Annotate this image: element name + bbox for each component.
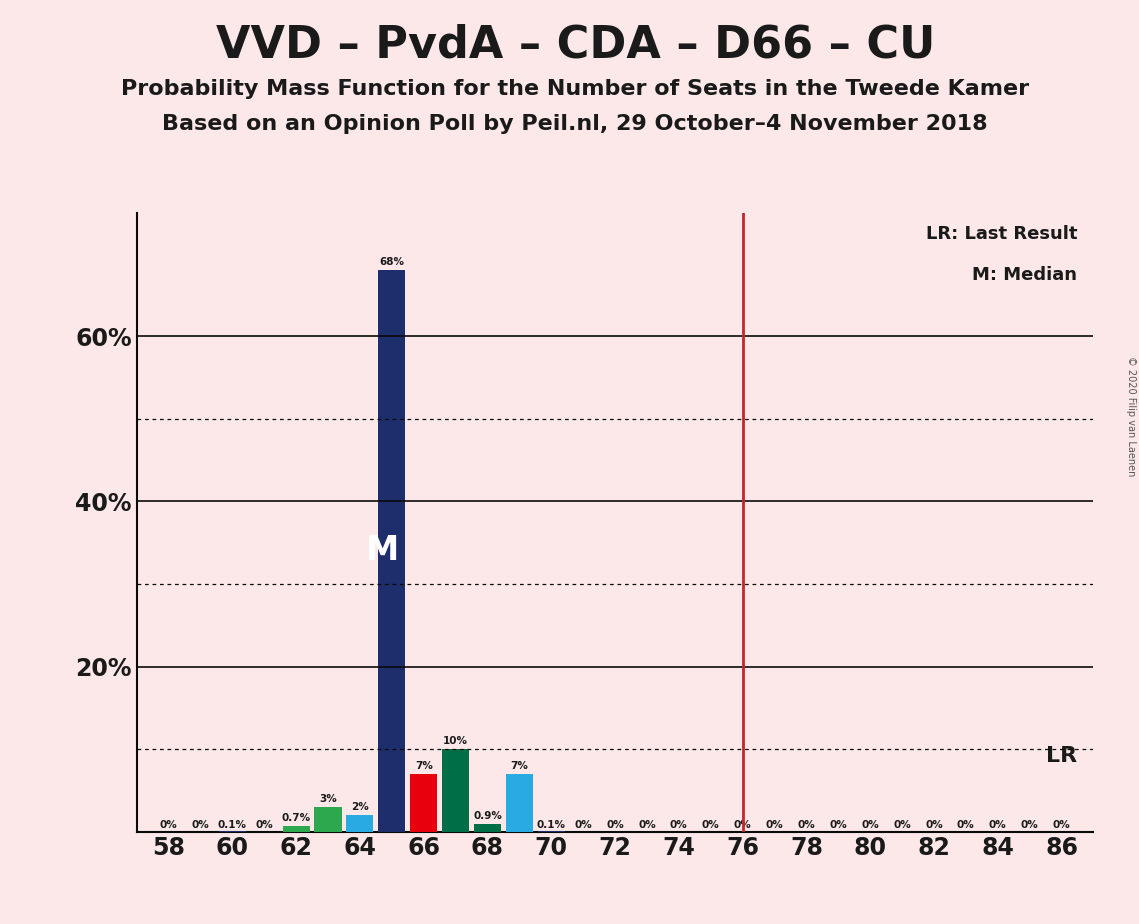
Text: 0%: 0% xyxy=(670,820,688,830)
Text: 0%: 0% xyxy=(159,820,178,830)
Text: 3%: 3% xyxy=(319,794,337,804)
Text: 0%: 0% xyxy=(734,820,752,830)
Text: LR: Last Result: LR: Last Result xyxy=(926,225,1077,243)
Text: 10%: 10% xyxy=(443,736,468,746)
Text: 2%: 2% xyxy=(351,802,369,812)
Text: 0%: 0% xyxy=(989,820,1007,830)
Bar xyxy=(474,824,501,832)
Text: VVD – PvdA – CDA – D66 – CU: VVD – PvdA – CDA – D66 – CU xyxy=(215,23,935,67)
Text: 0%: 0% xyxy=(925,820,943,830)
Text: M: M xyxy=(367,534,400,567)
Text: 0%: 0% xyxy=(606,820,624,830)
Text: M: Median: M: Median xyxy=(973,266,1077,285)
Text: 0%: 0% xyxy=(893,820,911,830)
Text: Based on an Opinion Poll by Peil.nl, 29 October–4 November 2018: Based on an Opinion Poll by Peil.nl, 29 … xyxy=(163,114,988,134)
Text: 0.1%: 0.1% xyxy=(536,820,566,830)
Text: 0%: 0% xyxy=(1021,820,1039,830)
Bar xyxy=(282,826,310,832)
Bar xyxy=(314,807,342,832)
Text: 0%: 0% xyxy=(829,820,847,830)
Text: LR: LR xyxy=(1047,746,1077,766)
Text: 0%: 0% xyxy=(574,820,592,830)
Text: 0%: 0% xyxy=(861,820,879,830)
Text: 7%: 7% xyxy=(510,760,528,771)
Text: 0.9%: 0.9% xyxy=(473,811,502,821)
Text: 68%: 68% xyxy=(379,257,404,267)
Text: 0%: 0% xyxy=(255,820,273,830)
Text: Probability Mass Function for the Number of Seats in the Tweede Kamer: Probability Mass Function for the Number… xyxy=(121,79,1030,99)
Text: 0%: 0% xyxy=(191,820,210,830)
Bar xyxy=(506,773,533,832)
Text: 0%: 0% xyxy=(638,820,656,830)
Text: 0%: 0% xyxy=(1052,820,1071,830)
Text: 7%: 7% xyxy=(415,760,433,771)
Bar xyxy=(378,271,405,832)
Bar xyxy=(346,815,374,832)
Text: 0%: 0% xyxy=(765,820,784,830)
Text: 0.7%: 0.7% xyxy=(281,812,311,822)
Bar xyxy=(410,773,437,832)
Text: © 2020 Filip van Laenen: © 2020 Filip van Laenen xyxy=(1126,356,1136,476)
Text: 0%: 0% xyxy=(957,820,975,830)
Bar xyxy=(442,749,469,832)
Text: 0%: 0% xyxy=(797,820,816,830)
Text: 0.1%: 0.1% xyxy=(218,820,247,830)
Text: 0%: 0% xyxy=(702,820,720,830)
